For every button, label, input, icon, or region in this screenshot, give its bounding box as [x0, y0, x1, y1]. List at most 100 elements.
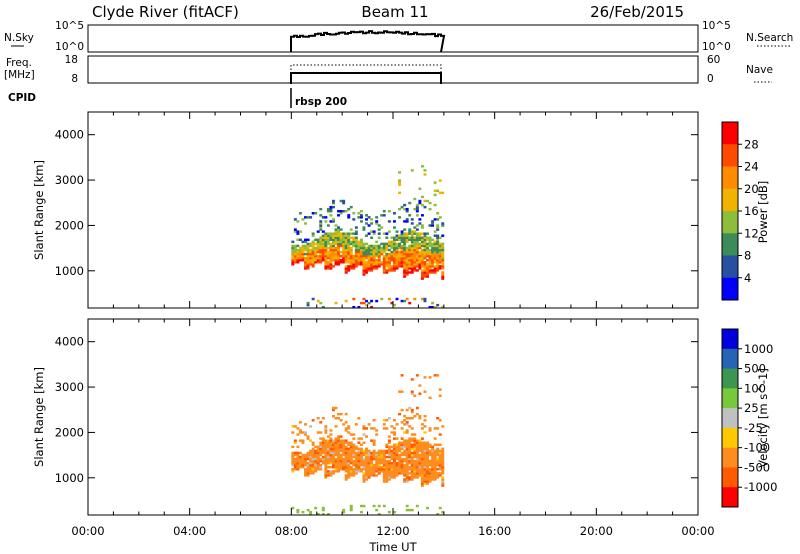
range-gate-cell	[415, 451, 419, 455]
range-gate-cell	[410, 459, 414, 463]
range-gate-cell	[395, 234, 399, 237]
range-gate-cell	[352, 265, 356, 268]
range-gate-cell	[370, 254, 374, 258]
range-gate-cell	[377, 457, 381, 461]
range-gate-cell	[367, 252, 371, 256]
range-gate-cell	[359, 250, 363, 254]
range-gate-cell	[329, 466, 333, 469]
range-gate-cell	[436, 265, 440, 268]
range-gate-cell	[321, 443, 325, 446]
colorbar-tick-label: 500	[744, 362, 766, 376]
range-gate-cell	[420, 263, 424, 266]
range-gate-cell	[324, 468, 328, 471]
range-gate-cell	[415, 441, 419, 444]
range-gate-cell	[349, 232, 353, 235]
range-gate-cell	[354, 238, 358, 242]
range-gate-cell	[316, 248, 320, 252]
power-data	[291, 165, 445, 309]
range-gate-cell	[428, 445, 432, 449]
range-gate-cell	[347, 207, 351, 211]
range-gate-cell	[304, 259, 307, 262]
range-gate-cell	[403, 254, 407, 258]
velocity-frame	[87, 318, 699, 516]
range-gate-cell	[408, 472, 412, 475]
range-gate-cell	[403, 449, 407, 453]
range-gate-cell	[365, 252, 368, 256]
range-gate-cell	[304, 222, 307, 225]
range-gate-cell	[334, 425, 338, 428]
range-gate-cell	[393, 240, 396, 244]
range-gate-cell	[309, 470, 313, 473]
range-gate-cell	[420, 470, 424, 473]
range-gate-cell	[410, 269, 414, 272]
range-gate-cell	[362, 242, 366, 246]
range-gate-cell	[372, 267, 376, 270]
colorbar-tick-label: 24	[744, 160, 759, 174]
range-gate-cell	[365, 427, 368, 430]
range-gate-cell	[405, 218, 409, 221]
range-gate-cell	[304, 472, 307, 475]
range-gate-cell	[428, 480, 432, 483]
x-tick-label: 00:00	[71, 524, 104, 538]
range-gate-cell	[319, 228, 323, 231]
range-gate-cell	[413, 476, 417, 479]
range-gate-cell	[319, 238, 323, 242]
range-gate-cell	[390, 455, 394, 459]
freq-label-1: Freq.	[6, 57, 32, 69]
range-gate-cell	[334, 457, 338, 461]
range-gate-cell	[359, 246, 363, 250]
range-gate-cell	[332, 242, 335, 246]
range-gate-cell	[426, 506, 429, 510]
range-gate-cell	[423, 480, 427, 483]
range-gate-cell	[408, 236, 412, 239]
range-gate-cell	[415, 439, 419, 442]
range-gate-cell	[306, 508, 310, 512]
range-gate-cell	[367, 463, 371, 467]
range-gate-cell	[326, 254, 330, 258]
range-gate-cell	[306, 453, 310, 457]
range-gate-cell	[298, 431, 302, 434]
range-gate-cell	[329, 250, 333, 254]
range-gate-cell	[372, 463, 376, 467]
range-gate-cell	[332, 205, 335, 209]
range-gate-cell	[433, 250, 437, 254]
range-gate-cell	[296, 455, 300, 459]
range-gate-cell	[291, 459, 295, 463]
range-gate-cell	[441, 451, 445, 455]
range-gate-cell	[390, 246, 394, 250]
range-gate-cell	[385, 478, 389, 481]
range-gate-cell	[347, 238, 351, 242]
range-gate-cell	[395, 263, 399, 266]
range-gate-cell	[347, 256, 351, 260]
range-gate-cell	[393, 226, 396, 229]
range-gate-cell	[405, 248, 409, 252]
range-gate-cell	[385, 252, 389, 256]
range-gate-cell	[403, 468, 407, 471]
range-gate-cell	[410, 468, 414, 471]
range-gate-cell	[359, 220, 363, 223]
range-gate-cell	[359, 504, 363, 508]
range-gate-cell	[339, 412, 343, 416]
range-gate-cell	[387, 267, 391, 270]
range-gate-cell	[436, 224, 440, 227]
range-gate-cell	[403, 299, 407, 303]
nsky-frame	[87, 24, 699, 53]
range-gate-cell	[359, 240, 363, 244]
range-gate-cell	[398, 443, 402, 446]
range-gate-cell	[301, 240, 305, 244]
range-gate-cell	[413, 461, 417, 465]
range-gate-cell	[426, 443, 429, 446]
range-gate-cell	[426, 459, 429, 463]
range-gate-cell	[344, 421, 348, 424]
colorbar-segment	[722, 144, 738, 167]
range-gate-cell	[344, 463, 348, 467]
range-gate-cell	[418, 254, 422, 258]
range-gate-cell	[436, 468, 440, 471]
range-gate-cell	[365, 222, 368, 225]
range-gate-cell	[342, 261, 346, 264]
range-gate-cell	[420, 427, 424, 430]
range-gate-cell	[362, 256, 366, 260]
range-gate-cell	[362, 244, 366, 248]
range-gate-cell	[365, 476, 368, 479]
